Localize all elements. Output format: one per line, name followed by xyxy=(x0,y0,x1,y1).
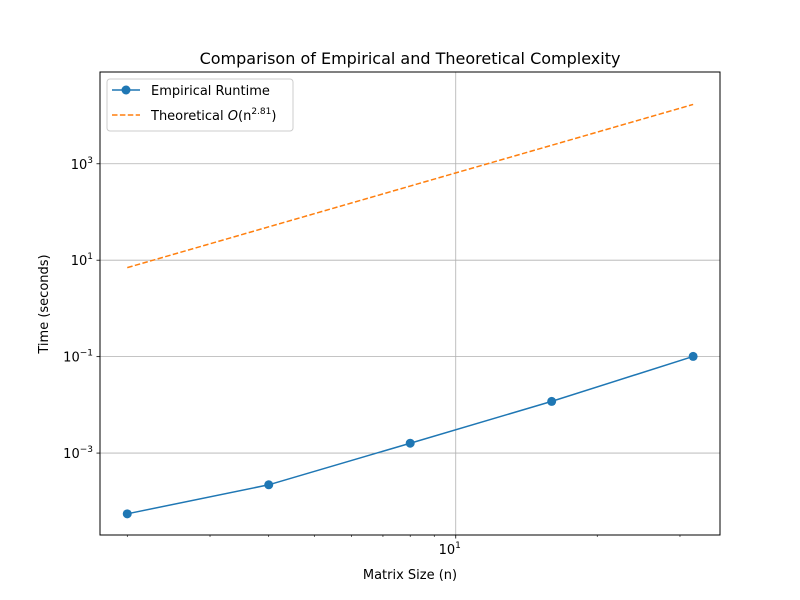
y-tick-label: 10−1 xyxy=(63,349,93,366)
chart-title: Comparison of Empirical and Theoretical … xyxy=(200,49,621,68)
data-point-empirical xyxy=(122,509,132,519)
series-layer xyxy=(122,103,698,519)
y-axis-label: Time (seconds) xyxy=(37,254,52,354)
data-point-empirical xyxy=(547,396,557,406)
x-axis-ticks: 101 xyxy=(439,535,461,558)
x-axis-label: Matrix Size (n) xyxy=(363,568,457,583)
y-tick-label: 103 xyxy=(71,156,93,173)
data-point-empirical xyxy=(688,351,698,361)
y-tick-label: 101 xyxy=(71,252,93,269)
y-axis-ticks: 10−3 10−1 101 103 xyxy=(63,156,100,462)
legend: Empirical Runtime Theoretical O(n2.81) xyxy=(106,78,294,132)
legend-marker-empirical xyxy=(121,85,131,95)
data-point-empirical xyxy=(264,480,274,490)
series-line-theoretical xyxy=(127,103,694,269)
legend-label-empirical: Empirical Runtime xyxy=(151,84,270,99)
x-tick-label: 101 xyxy=(439,541,461,558)
legend-label-theoretical: Theoretical O(n2.81) xyxy=(150,107,276,124)
y-tick-label: 10−3 xyxy=(63,445,93,462)
grid-lines xyxy=(100,72,720,535)
plot-area-frame xyxy=(99,71,721,536)
data-point-empirical xyxy=(405,438,415,448)
legend-box xyxy=(106,78,294,132)
